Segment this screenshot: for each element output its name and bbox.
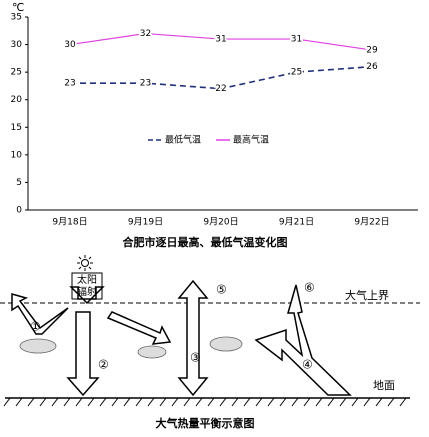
y-tick-label: 10 bbox=[11, 150, 23, 160]
arrow bbox=[106, 311, 172, 345]
y-tick-label: 30 bbox=[11, 40, 23, 50]
legend-label: 最高气温 bbox=[233, 134, 269, 146]
data-label: 31 bbox=[291, 35, 302, 45]
marker: ④ bbox=[302, 358, 313, 372]
x-tick-label: 9月19日 bbox=[128, 217, 163, 228]
marker: ⑥ bbox=[304, 281, 315, 295]
arrow bbox=[69, 286, 105, 305]
sun-label: 辐射 bbox=[77, 285, 97, 298]
diagram-title: 大气热量平衡示意图 bbox=[156, 416, 255, 430]
ground-label: 地面 bbox=[373, 379, 395, 392]
y-tick-label: 35 bbox=[11, 13, 22, 23]
data-label: 26 bbox=[366, 62, 378, 72]
arrow bbox=[177, 279, 209, 397]
data-label: 23 bbox=[64, 79, 75, 89]
y-unit: ℃ bbox=[12, 1, 24, 14]
marker: ① bbox=[30, 320, 41, 334]
sun-icon bbox=[77, 255, 93, 271]
legend-label: 最低气温 bbox=[165, 134, 201, 146]
sun-box bbox=[71, 272, 103, 300]
ground-hatch bbox=[3, 397, 407, 407]
y-tick-label: 20 bbox=[11, 95, 23, 105]
data-label: 25 bbox=[291, 68, 302, 78]
top-label: 大气上界 bbox=[345, 288, 389, 302]
sun-label: 太阳 bbox=[77, 273, 97, 286]
arrow bbox=[254, 284, 352, 396]
marker: ② bbox=[98, 358, 109, 372]
marker: ⑤ bbox=[216, 283, 227, 297]
arrow bbox=[11, 293, 69, 335]
data-label: 31 bbox=[215, 35, 226, 45]
data-label: 32 bbox=[140, 29, 151, 39]
data-label: 29 bbox=[366, 46, 378, 56]
cloud bbox=[19, 336, 243, 359]
legend: 最低气温 最高气温 bbox=[148, 134, 269, 146]
y-tick-label: 0 bbox=[16, 206, 22, 216]
marker: ③ bbox=[190, 351, 201, 365]
x-tick-label: 9月22日 bbox=[354, 217, 389, 228]
chart-title: 合肥市逐日最高、最低气温变化图 bbox=[123, 235, 288, 249]
y-tick-label: 15 bbox=[11, 123, 22, 133]
arrow bbox=[66, 311, 100, 397]
y-tick-label: 25 bbox=[11, 68, 22, 78]
x-tick-label: 9月18日 bbox=[52, 217, 87, 228]
data-label: 22 bbox=[215, 84, 226, 94]
data-label: 23 bbox=[140, 79, 151, 89]
data-label: 30 bbox=[64, 40, 76, 50]
x-tick-label: 9月20日 bbox=[203, 217, 238, 228]
series-line bbox=[70, 65, 373, 90]
x-tick-label: 9月21日 bbox=[279, 217, 314, 228]
y-tick-label: 5 bbox=[16, 178, 22, 188]
series-line bbox=[69, 32, 373, 51]
